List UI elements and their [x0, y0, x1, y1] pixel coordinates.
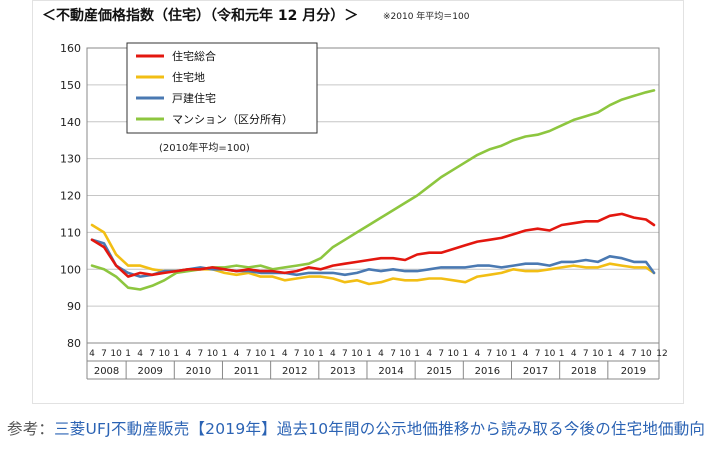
x-month-label: 7: [438, 349, 444, 359]
x-month-label: 4: [619, 349, 625, 359]
legend-label: マンション（区分所有）: [172, 112, 293, 126]
x-month-label: 1: [125, 349, 131, 359]
x-month-label: 1: [222, 349, 228, 359]
x-month-label: 10: [207, 349, 219, 359]
x-month-label: 10: [255, 349, 267, 359]
x-month-label: 1: [173, 349, 179, 359]
x-month-label: 7: [101, 349, 107, 359]
chart-frame: ＜不動産価格指数（住宅）（令和元年 12 月分）＞ ※2010 年平均＝100 80…: [32, 0, 684, 404]
y-tick-label: 80: [67, 337, 81, 350]
x-year-label: 2011: [234, 366, 259, 377]
x-month-label: 1: [462, 349, 468, 359]
x-month-label: 10: [303, 349, 315, 359]
x-year-label: 2009: [137, 366, 162, 377]
x-month-label: 7: [535, 349, 541, 359]
y-tick-label: 130: [60, 153, 81, 166]
x-month-label: 7: [390, 349, 396, 359]
base-note: (2010年平均=100): [159, 141, 250, 154]
y-tick-label: 140: [60, 116, 81, 129]
x-month-label: 4: [330, 349, 336, 359]
x-month-label: 1: [511, 349, 517, 359]
chart-title: ＜不動産価格指数（住宅）（令和元年 12 月分）＞: [42, 7, 358, 24]
x-month-label: 10: [544, 349, 556, 359]
x-month-label: 10: [448, 349, 460, 359]
x-month-label: 10: [496, 349, 508, 359]
legend-label: 住宅総合: [172, 49, 216, 63]
x-month-label: 7: [198, 349, 204, 359]
x-month-label: 7: [149, 349, 155, 359]
caption-prefix: 参考：: [7, 420, 55, 438]
x-month-label: 10: [351, 349, 363, 359]
source-link[interactable]: 三菱UFJ不動産販売【2019年】過去10年間の公示地価推移から読み取る今後の住…: [54, 420, 706, 438]
y-tick-label: 100: [60, 263, 81, 276]
x-month-label: 4: [234, 349, 240, 359]
x-year-label: 2013: [330, 366, 355, 377]
chart-note: ※2010 年平均＝100: [383, 10, 470, 22]
x-year-label: 2015: [427, 366, 452, 377]
y-tick-label: 160: [60, 42, 81, 55]
x-month-label: 1: [607, 349, 613, 359]
x-month-label: 10: [399, 349, 411, 359]
x-year-label: 2016: [475, 366, 500, 377]
x-month-label: 4: [378, 349, 384, 359]
price-index-chart: ＜不動産価格指数（住宅）（令和元年 12 月分）＞ ※2010 年平均＝100 80…: [42, 7, 668, 380]
x-end-label: 12: [656, 349, 667, 359]
y-tick-label: 90: [67, 300, 81, 313]
x-year-label: 2017: [523, 366, 548, 377]
x-month-label: 1: [318, 349, 324, 359]
x-month-label: 1: [270, 349, 276, 359]
x-month-label: 4: [185, 349, 191, 359]
series-line-0: [90, 212, 656, 278]
x-month-label: 4: [523, 349, 529, 359]
y-tick-label: 150: [60, 79, 81, 92]
x-year-label: 2019: [621, 366, 646, 377]
x-year-label: 2014: [378, 366, 403, 377]
x-month-label: 4: [571, 349, 577, 359]
x-month-label: 1: [559, 349, 565, 359]
source-caption: 参考：三菱UFJ不動産販売【2019年】過去10年間の公示地価推移から読み取る今…: [7, 416, 707, 443]
series-line-3: [90, 89, 656, 291]
x-month-label: 7: [342, 349, 348, 359]
plot-area: [86, 47, 660, 344]
x-month-label: 10: [159, 349, 171, 359]
x-month-label: 7: [246, 349, 252, 359]
series-line-1: [90, 223, 656, 286]
x-month-label: 7: [487, 349, 493, 359]
x-year-label: 2018: [571, 366, 596, 377]
x-month-label: 4: [475, 349, 481, 359]
x-month-label: 10: [110, 349, 122, 359]
legend-label: 住宅地: [172, 70, 205, 84]
x-year-label: 2010: [186, 366, 211, 377]
x-month-label: 4: [282, 349, 288, 359]
x-month-label: 4: [137, 349, 143, 359]
x-month-label: 7: [631, 349, 637, 359]
x-year-label: 2008: [94, 366, 119, 377]
x-month-label: 1: [414, 349, 420, 359]
x-month-label: 7: [583, 349, 589, 359]
x-month-label: 4: [426, 349, 432, 359]
x-month-label: 1: [366, 349, 372, 359]
x-year-label: 2012: [282, 366, 307, 377]
y-tick-label: 120: [60, 190, 81, 203]
x-month-label: 4: [89, 349, 95, 359]
y-tick-label: 110: [60, 226, 81, 239]
x-month-label: 10: [592, 349, 604, 359]
legend-label: 戸建住宅: [172, 91, 216, 105]
x-month-label: 10: [640, 349, 652, 359]
x-month-label: 7: [294, 349, 300, 359]
